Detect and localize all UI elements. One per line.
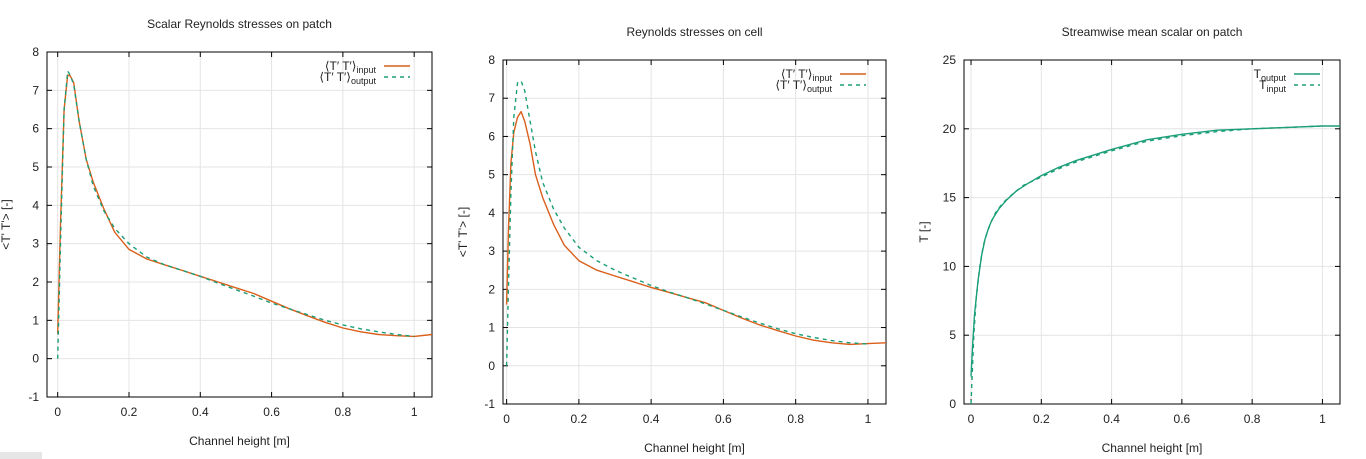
y-tick-label: 3 bbox=[32, 237, 39, 251]
plot-frame bbox=[963, 59, 1341, 405]
plot-frame bbox=[46, 51, 433, 398]
y-tick-label: 0 bbox=[949, 397, 956, 411]
x-tick-label: 0.6 bbox=[715, 412, 732, 426]
x-axis-title: Channel height [m] bbox=[644, 441, 745, 455]
x-tick-label: 0 bbox=[54, 405, 61, 419]
chart-title: Streamwise mean scalar on patch bbox=[1062, 25, 1243, 39]
y-axis-title: <T' T'> [-] bbox=[0, 199, 13, 249]
legend-label: ⟨T′ T′⟩output bbox=[775, 78, 832, 94]
y-tick-label: 3 bbox=[488, 244, 495, 258]
y-tick-label: 1 bbox=[32, 313, 39, 327]
x-tick-label: 0 bbox=[968, 412, 975, 426]
x-tick-label: 0.8 bbox=[1244, 412, 1261, 426]
x-tick-label: 0.8 bbox=[787, 412, 804, 426]
series-line-output bbox=[505, 80, 868, 366]
x-tick-label: 0.2 bbox=[1033, 412, 1050, 426]
x-tick-label: 1 bbox=[411, 405, 418, 419]
y-tick-label: 7 bbox=[32, 83, 39, 97]
y-tick-label: 6 bbox=[488, 129, 495, 143]
y-tick-label: 20 bbox=[943, 122, 957, 136]
corner-tab bbox=[0, 452, 42, 459]
y-tick-label: 15 bbox=[943, 191, 957, 205]
x-tick-label: 0.4 bbox=[1103, 412, 1120, 426]
y-tick-label: 8 bbox=[488, 53, 495, 67]
y-tick-label: 4 bbox=[32, 198, 39, 212]
plot-frame bbox=[502, 59, 887, 405]
x-tick-label: 0.2 bbox=[121, 405, 138, 419]
y-tick-label: 0 bbox=[32, 352, 39, 366]
x-tick-label: 0.4 bbox=[192, 405, 209, 419]
x-tick-label: 0.6 bbox=[1174, 412, 1191, 426]
y-tick-label: -1 bbox=[28, 390, 39, 404]
y-tick-label: 10 bbox=[943, 259, 957, 273]
x-tick-label: 1 bbox=[1319, 412, 1326, 426]
series-line-input bbox=[970, 125, 1323, 404]
y-tick-label: 5 bbox=[949, 328, 956, 342]
y-tick-label: 4 bbox=[488, 206, 495, 220]
chart-panel-2: 0 0.2 0.4 0.6 0.8 1 -1 0 1 2 3 4 5 6 7 8 Reynolds stress… bbox=[456, 25, 887, 455]
y-tick-label: 6 bbox=[32, 122, 39, 136]
chart-panel-1: 0 0.2 0.4 0.6 0.8 1 -1 0 1 2 3 4 5 6 7 8 Scalar Reynolds… bbox=[0, 17, 433, 448]
x-axis-title: Channel height [m] bbox=[189, 434, 290, 448]
y-tick-label: 5 bbox=[32, 160, 39, 174]
legend-label: ⟨T′ T′⟩output bbox=[319, 70, 376, 86]
series-line-output bbox=[970, 125, 1340, 377]
y-tick-label: 7 bbox=[488, 91, 495, 105]
x-tick-label: 0.6 bbox=[263, 405, 280, 419]
series-line-output bbox=[57, 70, 415, 359]
chart-title: Scalar Reynolds stresses on patch bbox=[147, 17, 332, 31]
y-tick-label: 5 bbox=[488, 168, 495, 182]
y-tick-label: 2 bbox=[32, 275, 39, 289]
x-tick-label: 1 bbox=[865, 412, 872, 426]
y-tick-label: 8 bbox=[32, 45, 39, 59]
y-tick-label: 0 bbox=[488, 359, 495, 373]
x-tick-label: 0 bbox=[503, 412, 510, 426]
legend-label: Toutput bbox=[1254, 67, 1287, 83]
legend-label: Tinput bbox=[1259, 78, 1286, 94]
series-line-input bbox=[505, 110, 886, 346]
x-tick-label: 0.2 bbox=[571, 412, 588, 426]
legend-label: ⟨T′ T′⟩input bbox=[781, 67, 833, 83]
y-tick-label: 2 bbox=[488, 282, 495, 296]
y-tick-label: 1 bbox=[488, 321, 495, 335]
x-tick-label: 0.8 bbox=[335, 405, 352, 419]
y-axis-title: <T' T'> [-] bbox=[456, 207, 470, 257]
x-tick-label: 0.4 bbox=[643, 412, 660, 426]
chart-title: Reynolds stresses on cell bbox=[626, 25, 762, 39]
y-tick-label: -1 bbox=[484, 397, 495, 411]
y-tick-label: 25 bbox=[943, 53, 957, 67]
y-axis-title: T [-] bbox=[917, 221, 931, 242]
x-axis-title: Channel height [m] bbox=[1102, 441, 1203, 455]
legend-label: ⟨T′ T′⟩input bbox=[325, 59, 377, 75]
